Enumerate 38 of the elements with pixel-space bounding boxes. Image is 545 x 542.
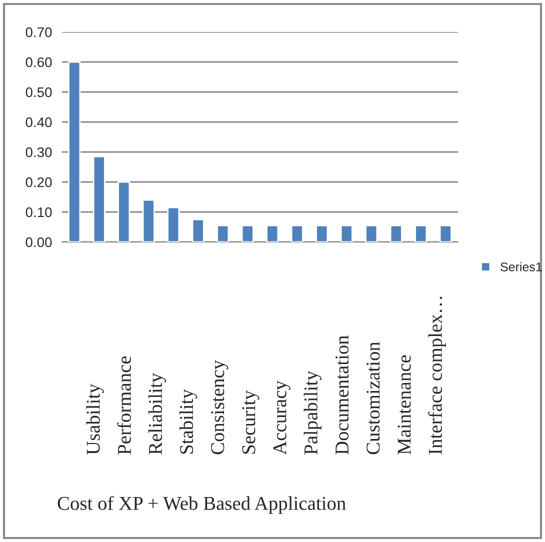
y-tick-label: 0.20 — [26, 177, 52, 188]
bar — [266, 224, 279, 242]
bar — [192, 218, 204, 242]
bar — [390, 224, 402, 242]
text: Customization — [366, 342, 380, 454]
text: Maintenance — [398, 355, 411, 454]
legend-label: Series1 — [500, 262, 542, 272]
bar — [216, 224, 230, 242]
y-tick-label: 0.50 — [26, 87, 52, 98]
text: Reliability — [148, 372, 166, 454]
text: Consistency — [211, 360, 228, 454]
bar — [340, 224, 353, 242]
bar — [316, 224, 328, 242]
text: Usability — [86, 384, 104, 455]
y-tick-label: 0.30 — [26, 147, 52, 158]
bar — [241, 224, 254, 242]
text: Palpability — [304, 370, 322, 454]
y-tick-label: 0.40 — [26, 117, 52, 128]
text: Performance — [117, 356, 131, 454]
text: Stability — [179, 389, 198, 454]
bar — [290, 224, 304, 242]
bar — [68, 61, 81, 242]
bar — [414, 224, 428, 242]
bar — [92, 156, 106, 242]
bar — [167, 206, 180, 242]
text: Documentation — [336, 335, 349, 454]
bar — [142, 199, 155, 242]
y-tick-label: 0.10 — [26, 207, 52, 218]
y-tick-label: 0.00 — [26, 237, 52, 248]
text: Accuracy — [273, 380, 290, 455]
bar — [365, 224, 378, 242]
y-tick-label: 0.70 — [26, 27, 52, 38]
text: Security — [242, 390, 260, 454]
text: Interface complex… — [428, 296, 446, 454]
y-tick-label: 0.60 — [26, 57, 52, 68]
bar — [439, 224, 452, 242]
bar — [118, 181, 130, 242]
text: Cost of XP + Web Based Application — [58, 496, 346, 514]
